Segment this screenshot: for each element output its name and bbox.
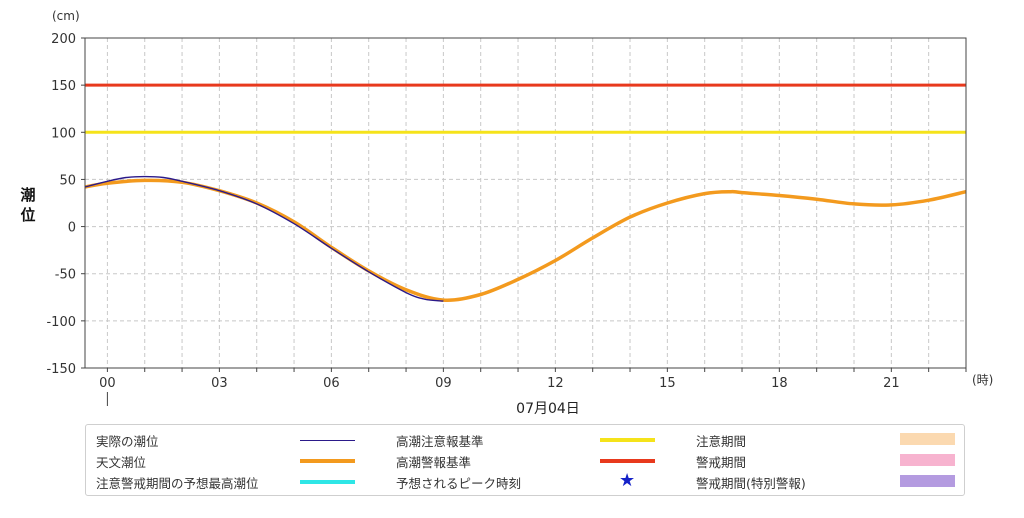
legend-label: 注意期間 bbox=[696, 434, 747, 449]
plot-frame bbox=[84, 37, 967, 369]
x-tick-label: 18 bbox=[771, 376, 788, 391]
x-tick-labels: 00 03 06 09 12 15 18 21 bbox=[99, 368, 967, 391]
y-tick-label: 50 bbox=[59, 173, 76, 188]
x-unit-label: (時) bbox=[972, 373, 993, 387]
series-line bbox=[84, 178, 967, 302]
star-icon: ★ bbox=[619, 470, 636, 491]
legend-line bbox=[300, 439, 355, 441]
grid-lines bbox=[85, 38, 967, 368]
legend-swatch bbox=[900, 433, 955, 445]
series-lines bbox=[84, 175, 967, 302]
legend-line bbox=[600, 459, 655, 463]
y-tick-label: -150 bbox=[46, 362, 76, 377]
legend-label: 警戒期間 bbox=[696, 455, 747, 470]
y-tick-label: 100 bbox=[51, 126, 76, 141]
date-label: 07月04日 bbox=[516, 401, 580, 417]
legend-swatch bbox=[900, 475, 955, 487]
x-tick-label: 12 bbox=[547, 376, 564, 391]
x-tick-label: 09 bbox=[435, 376, 452, 391]
legend-label: 高潮注意報基準 bbox=[396, 434, 484, 449]
legend-line bbox=[300, 459, 355, 463]
y-tick-label: 200 bbox=[51, 32, 76, 47]
y-tick-label: 150 bbox=[51, 79, 76, 94]
legend-label: 注意警戒期間の予想最高潮位 bbox=[96, 476, 259, 491]
tide-chart: 200 150 100 50 0 -50 -100 -150 00 03 06 09 12 15 18 21… bbox=[20, 9, 993, 417]
x-tick-label: 00 bbox=[99, 376, 116, 391]
legend-label: 高潮警報基準 bbox=[396, 455, 472, 470]
legend-label: 実際の潮位 bbox=[96, 434, 159, 449]
y-tick-labels: 200 150 100 50 0 -50 -100 -150 bbox=[46, 32, 85, 377]
y-axis-label: 潮位 bbox=[20, 186, 35, 224]
x-tick-label: 03 bbox=[211, 376, 228, 391]
y-tick-label: -50 bbox=[55, 268, 76, 283]
y-unit-label: (cm) bbox=[52, 9, 80, 23]
legend-line bbox=[300, 480, 355, 484]
legend: 実際の潮位天文潮位注意警戒期間の予想最高潮位 高潮注意報基準 高潮警報基準予想される… bbox=[85, 424, 965, 496]
x-tick-label: 15 bbox=[659, 376, 676, 391]
legend-label: 警戒期間(特別警報) bbox=[696, 476, 806, 491]
legend-label: 予想されるピーク時刻 bbox=[396, 476, 522, 491]
y-tick-label: -100 bbox=[46, 315, 76, 330]
legend-label: 天文潮位 bbox=[96, 455, 147, 470]
series-line bbox=[84, 175, 444, 302]
reference-lines bbox=[85, 83, 966, 134]
x-tick-label: 21 bbox=[883, 376, 900, 391]
x-tick-label: 06 bbox=[323, 376, 340, 391]
legend-swatch bbox=[900, 454, 955, 466]
y-tick-label: 0 bbox=[68, 221, 76, 236]
legend-line bbox=[600, 438, 655, 442]
